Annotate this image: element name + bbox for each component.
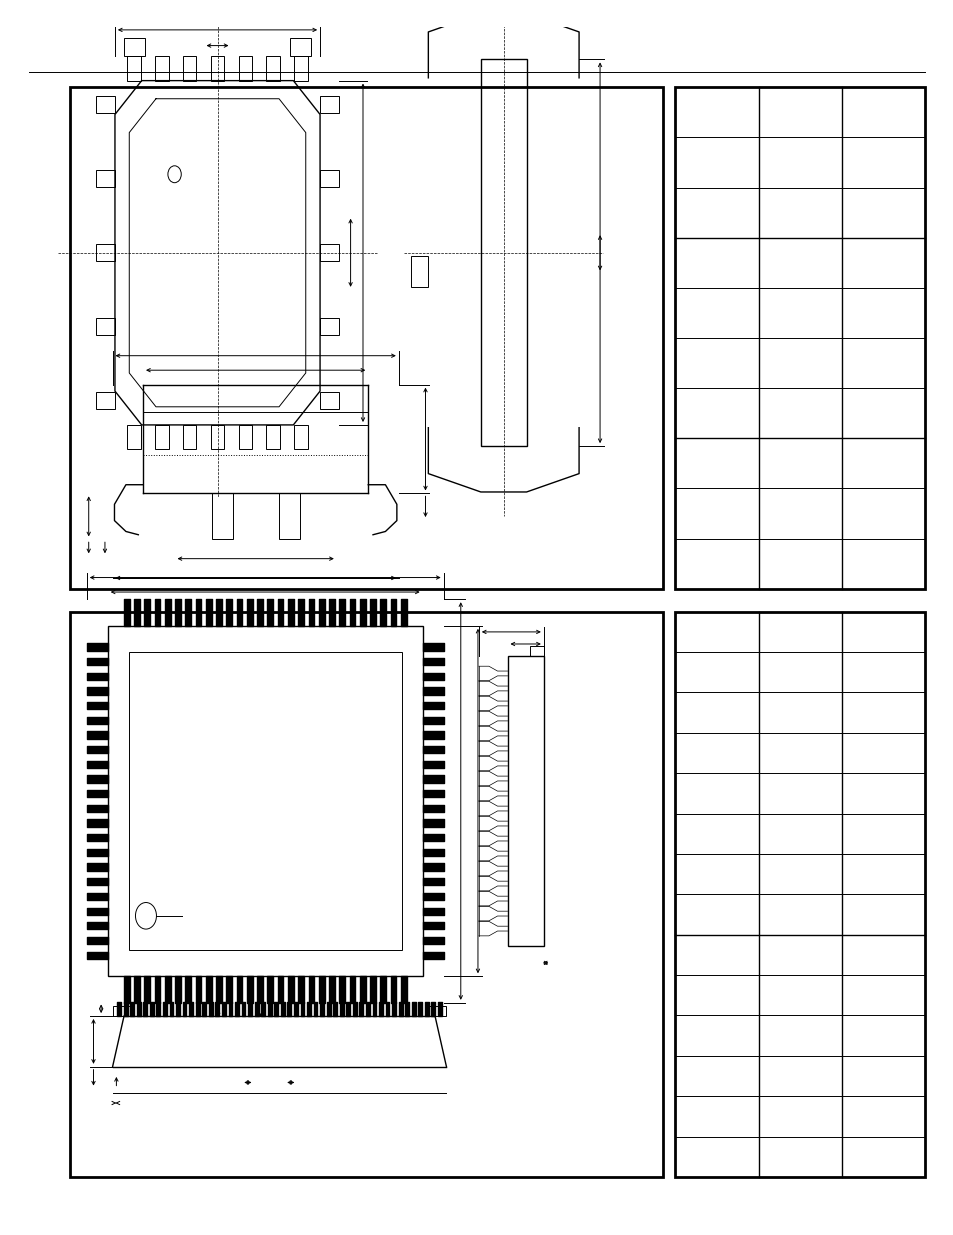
- Bar: [429, 1007, 446, 1016]
- Bar: [129, 652, 401, 950]
- Bar: [124, 38, 145, 57]
- Bar: [70, 88, 662, 589]
- Bar: [278, 494, 299, 540]
- Bar: [127, 425, 141, 450]
- Bar: [266, 57, 279, 80]
- Bar: [266, 425, 279, 450]
- Bar: [211, 425, 224, 450]
- Bar: [319, 96, 339, 114]
- Bar: [319, 245, 339, 262]
- Bar: [183, 425, 196, 450]
- Bar: [289, 38, 310, 57]
- Bar: [319, 393, 339, 409]
- Bar: [95, 96, 114, 114]
- Bar: [411, 257, 428, 287]
- Bar: [675, 88, 924, 589]
- Bar: [95, 393, 114, 409]
- Bar: [183, 57, 196, 80]
- Bar: [155, 425, 169, 450]
- Bar: [319, 319, 339, 335]
- Bar: [112, 1007, 130, 1016]
- Bar: [108, 626, 422, 976]
- Bar: [70, 611, 662, 1177]
- Bar: [95, 245, 114, 262]
- Bar: [238, 57, 252, 80]
- Bar: [480, 59, 526, 446]
- Bar: [530, 646, 543, 656]
- Bar: [95, 170, 114, 188]
- Bar: [238, 425, 252, 450]
- Bar: [212, 494, 233, 540]
- Bar: [211, 57, 224, 80]
- Bar: [319, 170, 339, 188]
- Bar: [294, 57, 307, 80]
- Bar: [127, 57, 141, 80]
- Bar: [95, 319, 114, 335]
- Bar: [675, 611, 924, 1177]
- Bar: [155, 57, 169, 80]
- Bar: [507, 656, 543, 946]
- Bar: [294, 425, 307, 450]
